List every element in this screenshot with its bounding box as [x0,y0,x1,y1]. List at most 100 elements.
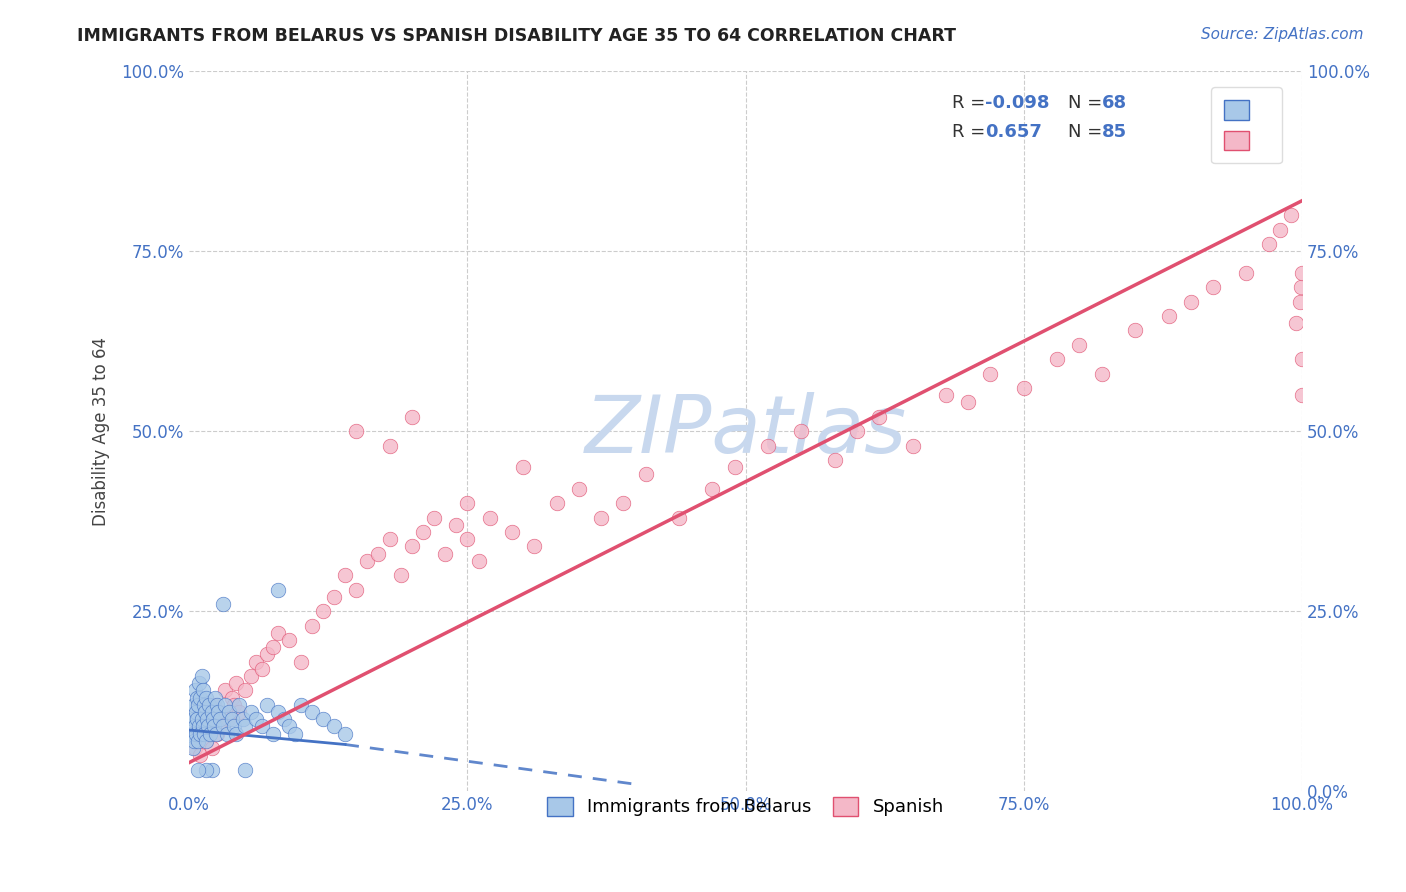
Point [423,510,446,524]
Point [668,510,690,524]
Text: N =: N = [1069,95,1108,112]
Y-axis label: Disability Age 35 to 64: Disability Age 35 to 64 [93,336,110,525]
Point [290,655,312,669]
Point [197,719,219,733]
Point [523,540,546,554]
Point [207,705,229,719]
Point [333,727,356,741]
Point [568,482,591,496]
Point [323,719,346,733]
Point [256,698,278,712]
Point [225,727,247,741]
Text: R =: R = [952,95,991,112]
Point [1180,294,1202,309]
Point [232,712,254,726]
Point [412,524,434,539]
Point [190,669,212,683]
Point [186,690,208,705]
Point [198,712,221,726]
Point [312,604,335,618]
Point [824,453,846,467]
Point [262,727,284,741]
Point [301,705,323,719]
Text: Source: ZipAtlas.com: Source: ZipAtlas.com [1201,27,1364,42]
Point [634,467,657,482]
Point [225,676,247,690]
Point [273,712,295,726]
Point [184,719,207,733]
Point [1289,280,1312,294]
Point [205,698,228,712]
Point [209,712,232,726]
Point [191,719,214,733]
Point [184,705,207,719]
Point [723,460,745,475]
Point [245,712,267,726]
Point [183,734,205,748]
Point [312,712,335,726]
Point [195,712,218,726]
Point [200,741,222,756]
Point [250,662,273,676]
Point [478,510,501,524]
Point [446,517,468,532]
Point [1123,323,1146,337]
Legend: Immigrants from Belarus, Spanish: Immigrants from Belarus, Spanish [538,788,953,825]
Point [467,554,489,568]
Point [378,533,401,547]
Point [184,727,207,741]
Point [187,727,209,741]
Point [181,741,204,756]
Point [190,690,212,705]
Point [278,633,301,648]
Point [194,705,217,719]
Point [184,741,207,756]
Point [204,690,226,705]
Point [214,683,236,698]
Point [546,496,568,510]
Point [344,424,367,438]
Point [845,424,868,438]
Point [205,727,228,741]
Point [221,712,243,726]
Point [323,590,346,604]
Point [1202,280,1225,294]
Point [191,683,214,698]
Point [284,727,307,741]
Point [401,409,423,424]
Point [1288,294,1310,309]
Point [344,582,367,597]
Point [1279,208,1302,222]
Point [233,719,256,733]
Point [1091,367,1114,381]
Text: -0.098: -0.098 [986,95,1049,112]
Point [233,763,256,777]
Point [1291,388,1313,402]
Point [186,712,208,726]
Point [290,698,312,712]
Point [250,719,273,733]
Point [200,705,222,719]
Point [218,705,240,719]
Point [367,547,389,561]
Point [184,683,207,698]
Point [217,712,239,726]
Point [195,690,218,705]
Point [183,698,205,712]
Point [200,727,222,741]
Point [267,582,290,597]
Point [401,540,423,554]
Point [193,727,215,741]
Text: IMMIGRANTS FROM BELARUS VS SPANISH DISABILITY AGE 35 TO 64 CORRELATION CHART: IMMIGRANTS FROM BELARUS VS SPANISH DISAB… [77,27,956,45]
Point [222,719,245,733]
Point [262,640,284,655]
Point [198,698,221,712]
Point [180,727,202,741]
Point [702,482,724,496]
Point [211,719,233,733]
Point [1157,309,1180,323]
Point [188,676,211,690]
Point [512,460,534,475]
Point [239,669,262,683]
Point [868,409,890,424]
